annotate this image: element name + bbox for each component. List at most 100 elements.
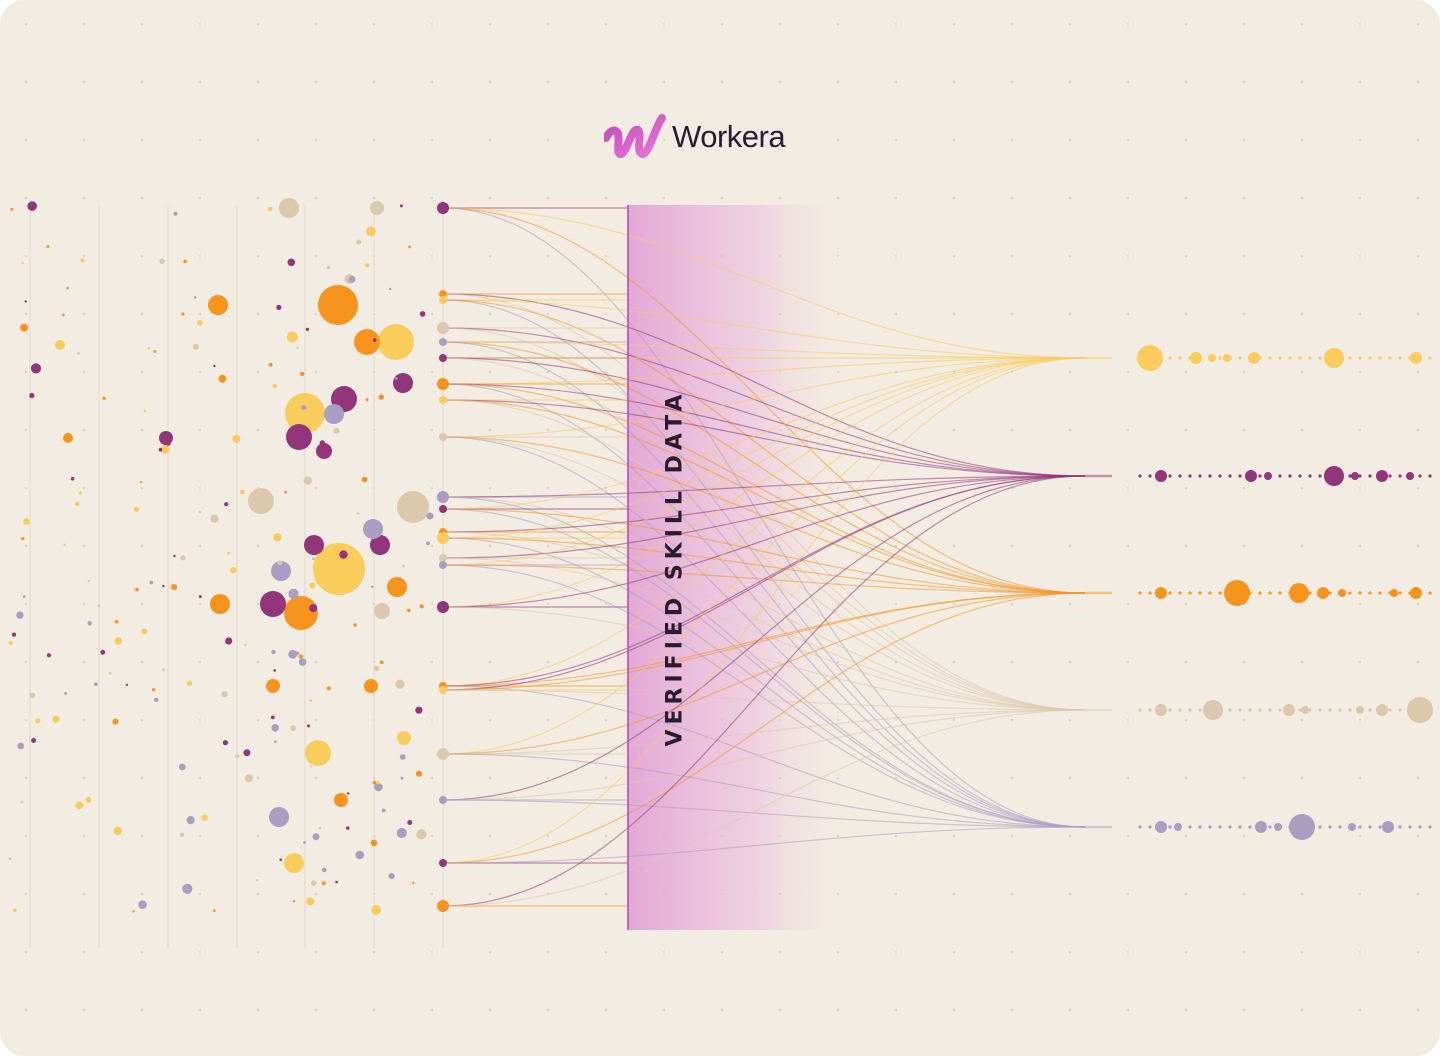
- input-dot: [376, 780, 380, 785]
- flow-line: [442, 709, 1086, 801]
- grid-dot: [1416, 544, 1420, 548]
- output-dot: [1328, 591, 1332, 595]
- grid-dot: [24, 196, 28, 200]
- input-dot: [355, 850, 365, 860]
- output-dot: [1298, 356, 1302, 360]
- grid-dot: [1416, 1008, 1420, 1012]
- input-node: [439, 859, 447, 867]
- output-bubble: [1137, 345, 1163, 371]
- grid-dot: [1416, 660, 1420, 664]
- output-bubble: [1356, 706, 1364, 714]
- grid-dot: [1416, 196, 1420, 200]
- input-bubble: [286, 424, 312, 450]
- grid-dot: [1184, 370, 1188, 374]
- grid-dot: [1416, 602, 1420, 606]
- grid-dot: [836, 196, 840, 200]
- flow-line: [442, 592, 1086, 864]
- grid-dot: [604, 950, 608, 954]
- output-dot: [1168, 825, 1172, 829]
- input-dot: [159, 258, 165, 264]
- input-dot: [11, 632, 17, 637]
- input-dot: [370, 839, 378, 847]
- grid-dot: [256, 776, 260, 780]
- grid-dot: [894, 80, 898, 84]
- input-dot: [290, 725, 296, 731]
- flow-line: [442, 475, 1086, 533]
- grid-dot: [1184, 776, 1188, 780]
- input-dot: [75, 801, 84, 810]
- grid-dot: [1416, 254, 1420, 258]
- input-dot: [153, 350, 157, 353]
- grid-dot: [24, 138, 28, 142]
- output-bubble: [1406, 472, 1414, 480]
- grid-dot: [430, 196, 434, 200]
- grid-dot: [140, 486, 144, 490]
- grid-dot: [1358, 254, 1362, 258]
- grid-dot: [430, 776, 434, 780]
- input-dot: [416, 829, 427, 840]
- output-dot: [1278, 474, 1282, 478]
- flow-line: [442, 606, 1086, 711]
- flow-line: [442, 383, 1086, 477]
- input-bubble: [260, 591, 286, 617]
- grid-dot: [1010, 950, 1014, 954]
- grid-dot: [1068, 602, 1072, 606]
- input-dot: [347, 792, 350, 795]
- grid-dot: [662, 1008, 666, 1012]
- output-dot: [1188, 708, 1192, 712]
- input-dot: [309, 582, 316, 589]
- flow-line: [442, 685, 1086, 828]
- flow-line: [442, 709, 1086, 907]
- output-dot: [1378, 591, 1382, 595]
- grid-dot: [604, 834, 608, 838]
- grid-dot: [24, 370, 28, 374]
- input-dot: [361, 476, 368, 483]
- grid-dot: [82, 312, 86, 316]
- input-dot: [46, 245, 50, 248]
- grid-dot: [720, 1008, 724, 1012]
- grid-dot: [1242, 834, 1246, 838]
- grid-dot: [778, 80, 782, 84]
- grid-dot: [1010, 254, 1014, 258]
- flow-line: [442, 207, 1086, 594]
- grid-dot: [1184, 254, 1188, 258]
- grid-dot: [1416, 428, 1420, 432]
- grid-dot: [198, 370, 202, 374]
- output-dot: [1238, 825, 1242, 829]
- grid-dot: [430, 312, 434, 316]
- input-bubble: [208, 295, 228, 315]
- grid-dot: [198, 892, 202, 896]
- input-dot: [138, 900, 147, 909]
- grid-dot: [140, 544, 144, 548]
- output-dot: [1408, 825, 1412, 829]
- grid-dot: [720, 950, 724, 954]
- grid-dot: [82, 544, 86, 548]
- output-dot: [1318, 356, 1322, 360]
- input-dot: [180, 555, 186, 561]
- grid-dot: [1184, 22, 1188, 26]
- grid-dot: [24, 544, 28, 548]
- grid-dot: [198, 660, 202, 664]
- grid-dot: [256, 950, 260, 954]
- grid-dot: [198, 312, 202, 316]
- output-dot: [1168, 591, 1172, 595]
- flow-line: [442, 357, 1086, 510]
- flow-line: [442, 357, 1086, 711]
- grid-dot: [604, 718, 608, 722]
- input-dot: [408, 245, 411, 249]
- grid-dot: [1126, 950, 1130, 954]
- input-dot: [388, 287, 392, 291]
- output-dot: [1278, 356, 1282, 360]
- grid-dot: [1242, 196, 1246, 200]
- flow-line: [442, 341, 1086, 359]
- output-dot: [1138, 474, 1142, 478]
- grid-dot: [140, 312, 144, 316]
- grid-dot: [1358, 312, 1362, 316]
- grid-dot: [1184, 892, 1188, 896]
- input-dot: [162, 668, 166, 672]
- input-node: [439, 686, 447, 694]
- input-dot: [371, 905, 381, 915]
- output-bubble: [1245, 470, 1257, 482]
- input-dot: [326, 686, 331, 691]
- grid-dot: [82, 254, 86, 258]
